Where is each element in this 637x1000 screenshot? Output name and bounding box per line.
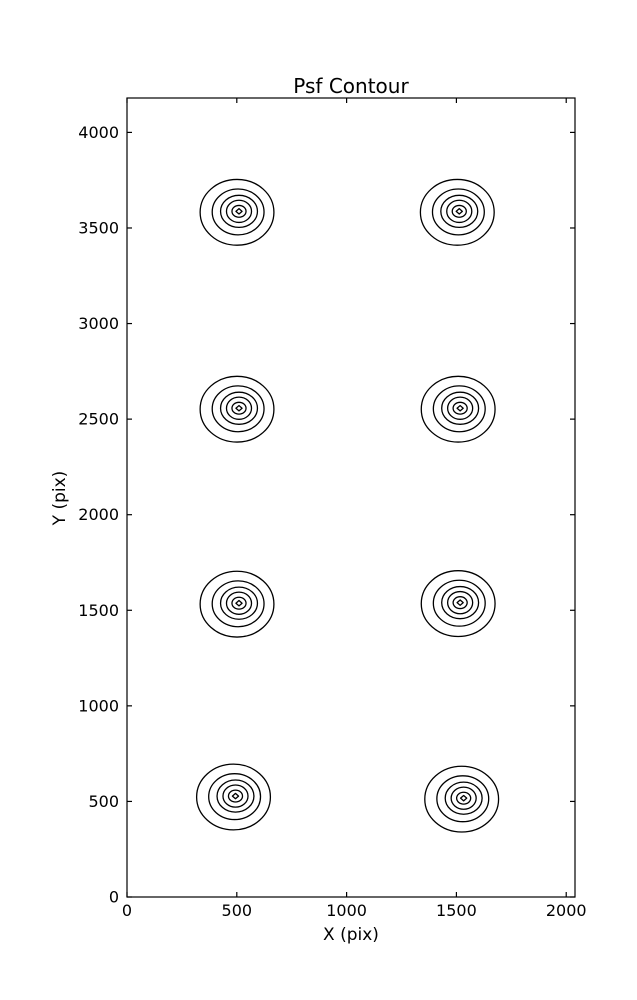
contour-ring [222,784,249,808]
contour-ring [199,570,275,638]
contour-ring [199,375,275,443]
contour-core [235,208,243,215]
contour-ring [225,591,253,615]
contour-core [459,794,468,802]
contour-ring [199,178,275,246]
plot-frame [126,97,576,898]
contour-ring [420,375,496,443]
y-tick-label: 2500 [78,410,119,429]
contour-ring [436,775,490,823]
y-tick-label: 1500 [78,601,119,620]
contour-ring [225,396,253,420]
contour-ring [452,596,468,610]
y-tick-label: 1000 [78,696,119,715]
x-tick-label: 2000 [546,901,587,920]
contour-ring [211,385,265,433]
contour-ring [231,596,247,610]
contour-ring [431,188,485,236]
contour-ring [208,773,262,821]
contour-ring [420,570,496,638]
y-tick-label: 3000 [78,314,119,333]
y-axis-label: Y (pix) [50,470,70,526]
contour-ring [219,586,259,620]
contour-ring [440,194,479,229]
x-tick-label: 0 [122,901,132,920]
y-tick-label: 2000 [78,505,119,524]
y-tick-label: 0 [109,888,119,907]
contour-core [235,404,243,412]
contour-ring [424,765,500,833]
contour-core [456,599,464,606]
contour-ring [432,579,486,627]
y-tick-label: 4000 [78,123,119,142]
contour-ring [231,204,247,218]
contour-ring [441,585,480,620]
contour-ring [455,791,472,805]
contour-ring [195,763,272,831]
x-tick-label: 1500 [436,901,477,920]
x-tick-label: 1000 [326,901,367,920]
y-tick-label: 3500 [78,218,119,237]
x-tick-label: 500 [222,901,253,920]
contour-core [456,404,464,412]
contour-ring [446,199,473,224]
contour-ring [211,580,265,628]
contour-ring [231,401,247,415]
contour-core [235,599,243,607]
contour-ring [444,781,483,815]
chart-title: Psf Contour [293,74,409,98]
contour-ring [432,385,486,433]
contour-ring [227,789,244,803]
y-tick-label: 500 [88,792,119,811]
contour-ring [219,391,259,425]
contour-ring [452,401,468,415]
contour-ring [451,204,467,218]
contour-ring [450,786,477,810]
contour-ring [211,188,265,236]
x-axis-label: X (pix) [323,925,379,945]
contour-ring [446,396,474,420]
contour-ring [216,779,255,813]
contour-core [455,208,463,215]
contour-ring [419,178,495,246]
contour-core [231,792,240,800]
contour-ring [441,391,480,425]
contour-ring [446,590,474,615]
contour-ring [225,199,253,224]
contour-ring [219,194,259,229]
